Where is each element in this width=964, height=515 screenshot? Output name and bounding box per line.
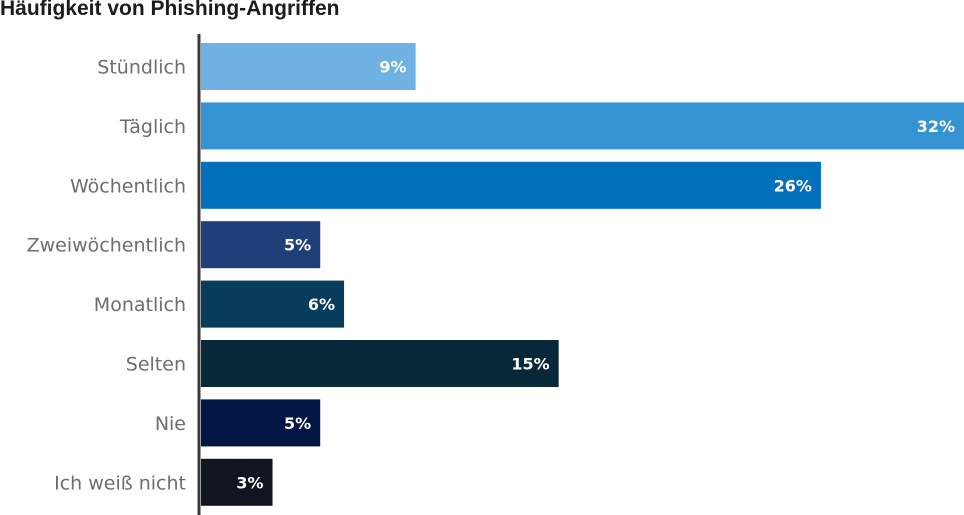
category-label: Wöchentlich (70, 175, 186, 197)
bar (201, 340, 559, 387)
data-label: 9% (379, 58, 406, 77)
category-label: Stündlich (97, 57, 186, 79)
bar (201, 458, 273, 506)
bars-group: Stündlich 9% Täglich 32% Wöchentlich 26% Zweiw… (27, 43, 964, 506)
data-label: 26% (774, 176, 812, 195)
data-label: 32% (917, 117, 955, 136)
bar (201, 399, 321, 447)
data-label: 6% (308, 295, 335, 314)
category-label: Monatlich (94, 294, 186, 316)
category-label: Selten (126, 354, 186, 376)
chart-title: Häufigkeit von Phishing-Angriffen (0, 0, 340, 20)
bar (201, 102, 964, 150)
bar (201, 43, 416, 90)
data-label: 5% (284, 414, 311, 433)
bar (201, 161, 821, 209)
data-label: 15% (511, 355, 549, 374)
category-label: Ich weiß nicht (54, 472, 186, 494)
category-label: Täglich (119, 116, 186, 138)
category-label: Nie (155, 413, 186, 435)
data-label: 3% (236, 473, 263, 492)
bar (201, 280, 345, 328)
data-label: 5% (284, 236, 311, 255)
bar (201, 221, 321, 269)
category-label: Zweiwöchentlich (27, 235, 186, 257)
